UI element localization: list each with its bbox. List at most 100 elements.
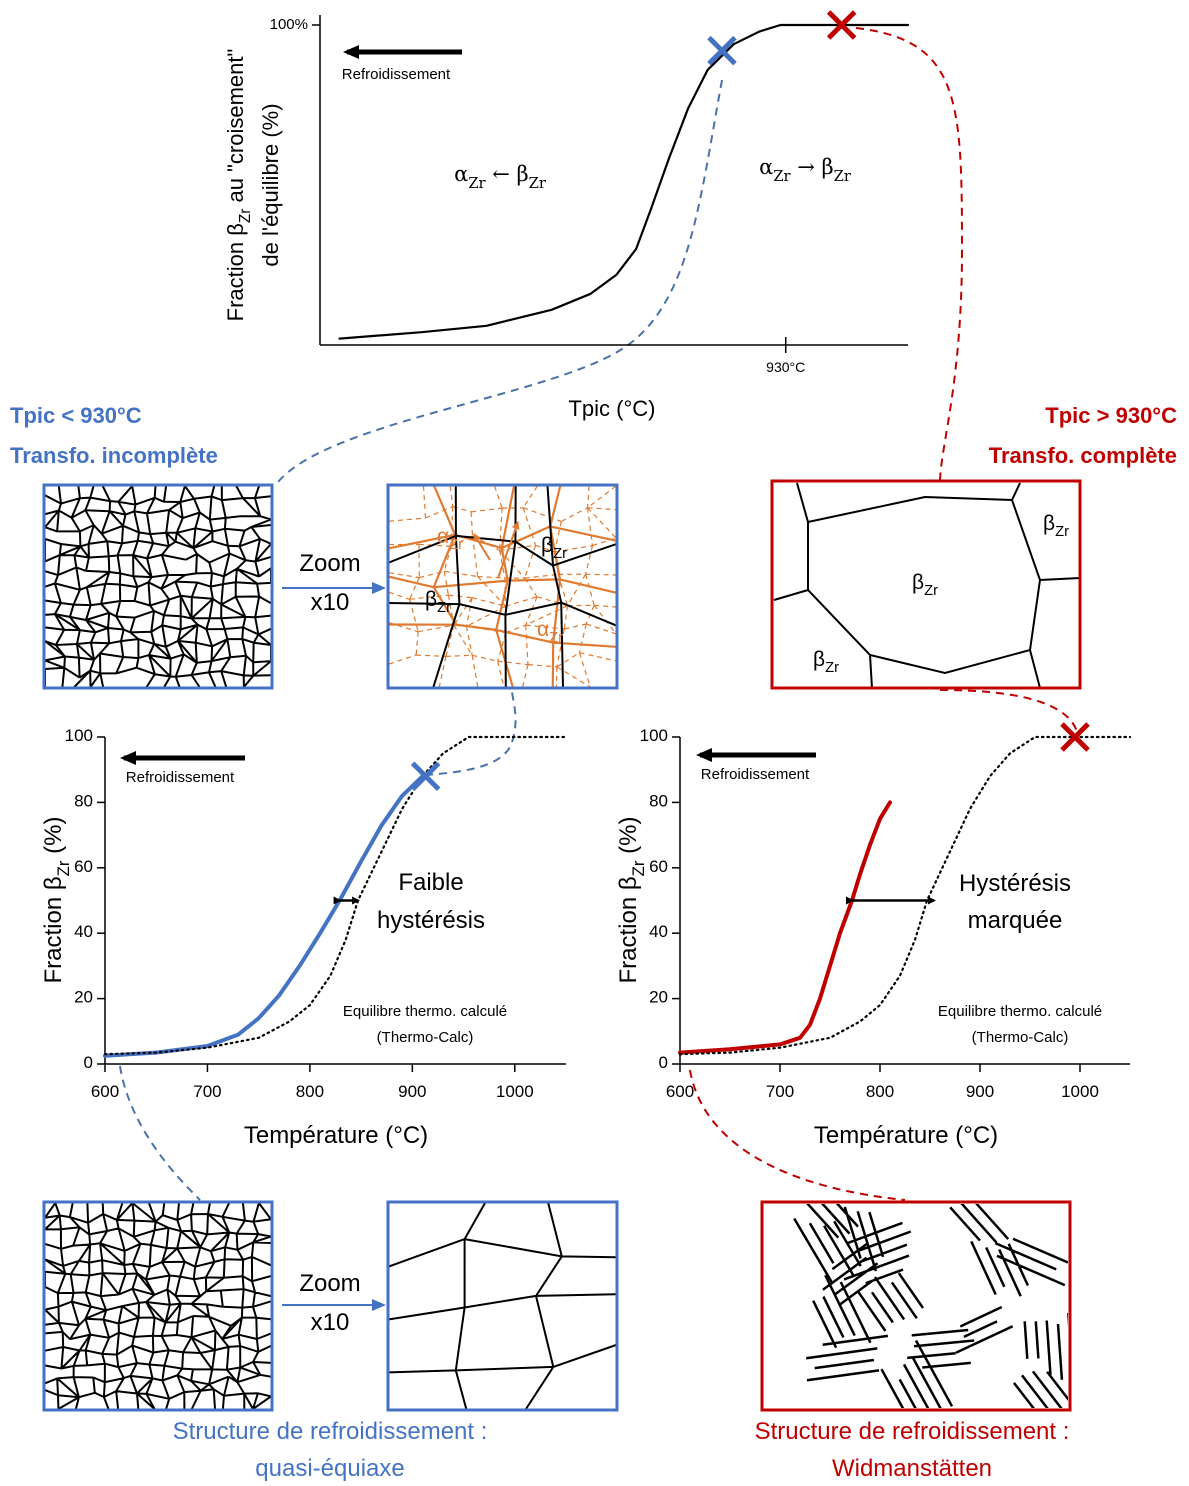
text-part: Zr	[1055, 524, 1069, 540]
text-part: α	[759, 155, 773, 179]
text-part: (%)	[615, 816, 642, 860]
grain-boundaries	[388, 485, 617, 688]
regime-title: Tpic > 930°C	[1045, 403, 1177, 428]
annotation: Refroidissement	[701, 766, 810, 783]
x-tick-label: 800	[866, 1082, 894, 1101]
equilibrium-curve	[678, 735, 1132, 1056]
fraction-curve	[678, 800, 892, 1055]
beta-grains	[773, 482, 1081, 689]
y-tick-label: 80	[74, 792, 93, 811]
phase-labels: αZr βZr βZr αZr βZr βZr βZr	[425, 512, 1069, 676]
x-tick-label: 1000	[1061, 1082, 1099, 1101]
x-tick-label: 900	[398, 1082, 426, 1101]
equilibrium-curve	[103, 735, 568, 1056]
text-part: 930°C	[766, 359, 805, 375]
text-part: 0	[84, 1053, 93, 1072]
caption: Structure de refroidissement :	[755, 1418, 1070, 1445]
phase-label: βZr	[912, 571, 938, 599]
text-part: Equilibre thermo. calculé	[343, 1003, 507, 1020]
y-axis-label: de l'équilibre (%)	[258, 103, 283, 266]
text-part: Tpic > 930°C	[1045, 403, 1177, 428]
caption: Structure de refroidissement :	[173, 1418, 488, 1445]
zoom-factor: x10	[311, 1309, 350, 1336]
text-part: Zr	[629, 860, 648, 876]
y-tick-label: 60	[649, 857, 668, 876]
text-part: Hystérésis	[959, 870, 1071, 897]
text-part: Zr	[237, 209, 254, 224]
chart: 0 20 40 60 80 100 600 700 800 900 1000 Fraction βZr…	[40, 726, 568, 1149]
connector	[424, 689, 517, 776]
text-part: Zr	[834, 168, 852, 185]
y-tick-label: 20	[649, 988, 668, 1007]
text-part: Zr	[553, 546, 567, 562]
text-part: quasi-équiaxe	[255, 1455, 404, 1482]
connector	[689, 1069, 906, 1201]
annotation: (Thermo-Calc)	[972, 1029, 1069, 1046]
phase-label: βZr	[425, 588, 451, 616]
text-part: Faible	[398, 869, 463, 896]
text-part: 40	[74, 923, 93, 942]
text-part: 600	[666, 1082, 694, 1101]
annotation: hystérésis	[377, 907, 485, 934]
annotation: (Thermo-Calc)	[377, 1029, 474, 1046]
text-part: Zr	[529, 175, 547, 192]
text-part: ← β	[486, 162, 529, 186]
text-part: Température (°C)	[814, 1122, 998, 1149]
text-part: Tpic (°C)	[568, 396, 655, 421]
micrograph	[44, 485, 272, 688]
text-part: 80	[74, 792, 93, 811]
text-part: Tpic < 930°C	[10, 403, 142, 428]
text-part: Zr	[773, 168, 791, 185]
text-part: Température (°C)	[244, 1122, 428, 1149]
x-tick-label: 800	[296, 1082, 324, 1101]
grain-boundaries	[388, 485, 617, 688]
annotation: Refroidissement	[126, 769, 235, 786]
annotation: Hystérésis	[959, 870, 1071, 897]
annotation: Faible	[398, 869, 463, 896]
micrograph	[388, 1202, 617, 1410]
frame	[386, 483, 619, 690]
text-part: 1000	[1061, 1082, 1099, 1101]
x-tick-label: 930°C	[766, 359, 805, 375]
x-axis-label: Température (°C)	[814, 1122, 998, 1149]
text-part: β	[912, 571, 924, 594]
phase-label: αZr	[437, 525, 463, 553]
text-part: x10	[311, 1309, 350, 1336]
text-part: 20	[74, 988, 93, 1007]
y-axis-label: Fraction βZr (%)	[615, 816, 648, 983]
phase-label: αZr	[537, 618, 563, 646]
x-tick-label: 700	[766, 1082, 794, 1101]
frame	[386, 1200, 619, 1412]
text-part: (%)	[40, 816, 67, 860]
text-part: β	[813, 648, 825, 671]
fraction-curve	[103, 774, 425, 1058]
x-tick-label: 900	[966, 1082, 994, 1101]
text-part: (Thermo-Calc)	[377, 1029, 474, 1046]
text-part: 100	[640, 726, 668, 745]
annotation: αZr → βZr	[759, 155, 852, 185]
text-part: Zoom	[299, 1270, 360, 1297]
text-part: 800	[296, 1082, 324, 1101]
text-part: Transfo. incomplète	[10, 443, 218, 468]
regime-title: Tpic < 930°C	[10, 403, 142, 428]
text-part: 100	[65, 726, 93, 745]
micrograph	[793, 1204, 1068, 1408]
text-part: Widmanstätten	[832, 1455, 992, 1482]
diffusion-arrow	[473, 533, 491, 561]
cross-marker	[707, 35, 737, 66]
annotation: αZr ← βZr	[454, 162, 547, 192]
text-part: β	[425, 588, 437, 611]
text-part: 60	[74, 857, 93, 876]
caption: quasi-équiaxe	[255, 1455, 404, 1482]
cross-marker	[826, 10, 857, 40]
diffusion-arrow	[497, 521, 520, 579]
regime-subtitle: Transfo. incomplète	[10, 443, 218, 468]
caption: Widmanstätten	[832, 1455, 992, 1482]
x-tick-label: 600	[91, 1082, 119, 1101]
text-part: (Thermo-Calc)	[972, 1029, 1069, 1046]
x-tick-label: 700	[193, 1082, 221, 1101]
y-tick-label: 80	[649, 792, 668, 811]
text-part: marquée	[968, 907, 1063, 934]
